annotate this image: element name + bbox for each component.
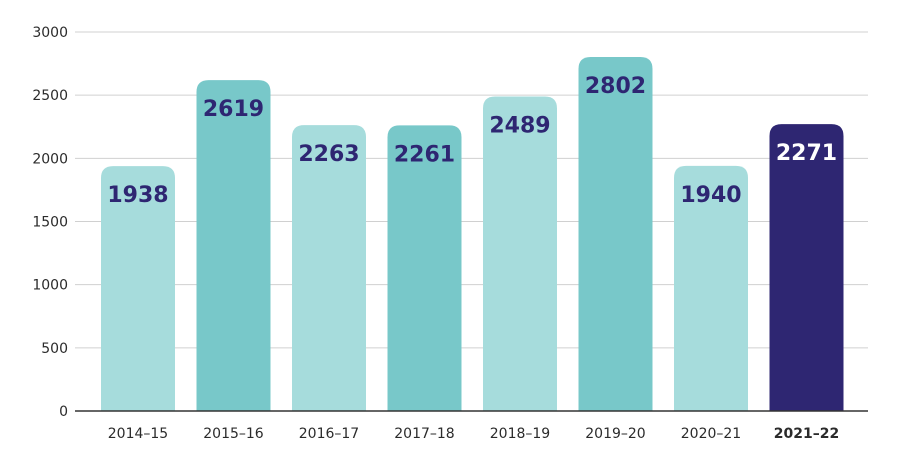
y-tick-label: 500 [41,341,68,357]
bar-2019-20 [578,57,653,411]
bar-2017-18 [387,125,462,411]
y-axis-ticks: 0 500 1000 1500 2000 2500 3000 [32,25,68,420]
y-tick-label: 1500 [32,215,68,231]
bar-2015-16 [196,80,271,412]
bar-2016-17 [292,125,366,411]
bar-2020-21 [674,165,748,411]
data-label: 2619 [203,97,264,122]
y-tick-label: 1000 [32,278,68,294]
data-label: 2261 [394,142,455,167]
bars [101,57,844,412]
x-tick-label: 2019–20 [585,426,645,442]
y-tick-label: 2500 [32,88,68,104]
x-tick-label: 2014–15 [108,426,168,442]
x-tick-label: 2020–21 [681,426,741,442]
data-label: 2271 [776,141,837,166]
grid-lines [75,31,868,349]
x-tick-label: 2018–19 [490,426,550,442]
y-tick-label: 3000 [32,25,68,41]
bar-2014-15 [101,166,175,411]
x-tick-label: 2015–16 [203,426,264,442]
y-tick-label: 2000 [32,151,68,167]
bar-2021-22 [769,124,844,412]
data-labels: 1938 2619 2263 2261 2489 2802 1940 2271 [107,74,837,208]
x-tick-label: 2021–22 [774,426,839,442]
y-tick-label: 0 [59,404,68,420]
bar-2018-19 [483,96,557,411]
data-label: 1940 [680,183,741,208]
data-label: 2802 [585,74,646,99]
data-label: 2263 [298,142,359,167]
x-axis-labels: 2014–15 2015–16 2016–17 2017–18 2018–19 2019–… [108,426,839,442]
data-label: 2489 [489,114,550,139]
data-label: 1938 [107,183,168,208]
x-tick-label: 2016–17 [299,426,359,442]
x-tick-label: 2017–18 [394,426,454,442]
